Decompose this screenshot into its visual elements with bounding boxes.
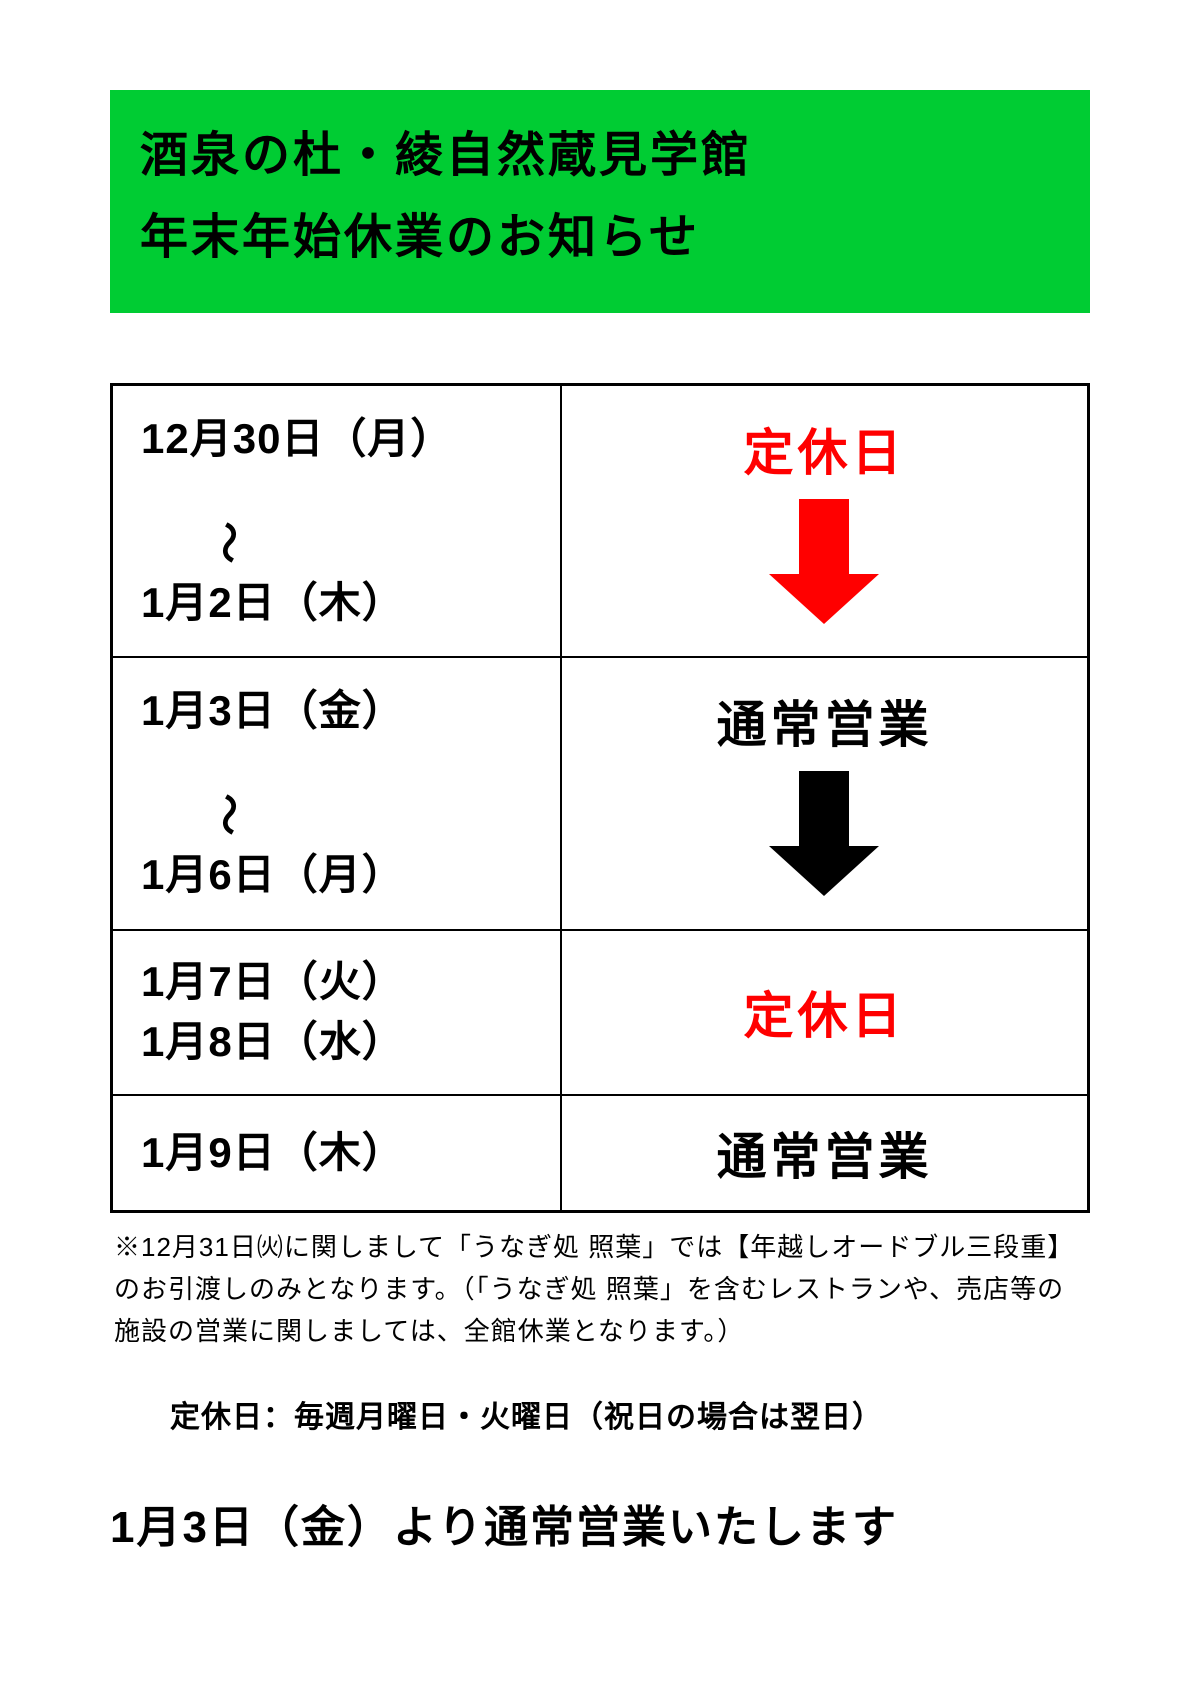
date-cell-3: 1月7日（火） 1月8日（水） [112,930,561,1095]
status-cell-4: 通常営業 [561,1095,1089,1212]
range-mark-1: 〜 [201,521,262,561]
schedule-row-1: 12月30日（月） 〜 1月2日（木） 定休日 [112,385,1089,658]
schedule-row-2: 1月3日（金） 〜 1月6日（月） 通常営業 [112,657,1089,929]
header-line-2: 年末年始休業のお知らせ [140,197,1060,279]
date-start-4: 1月9日（木） [141,1126,560,1181]
date-end-1: 1月2日（木） [141,576,560,631]
status-cell-2: 通常営業 [561,657,1089,929]
status-cell-1: 定休日 [561,385,1089,658]
date-start-2: 1月3日（金） [141,684,560,739]
status-label-3: 定休日 [562,976,1087,1048]
date-cell-2: 1月3日（金） 〜 1月6日（月） [112,657,561,929]
date-start-1: 12月30日（月） [141,412,560,467]
date-start-3: 1月7日（火） [141,955,560,1010]
schedule-row-3: 1月7日（火） 1月8日（水） 定休日 [112,930,1089,1095]
date-cell-1: 12月30日（月） 〜 1月2日（木） [112,385,561,658]
range-mark-2: 〜 [201,793,262,833]
down-arrow-icon [769,499,879,624]
date-cell-4: 1月9日（木） [112,1095,561,1212]
note-text: ※12月31日㈫に関しまして「うなぎ処 照葉」では【年越しオードブル三段重】のお… [110,1227,1090,1352]
regular-holiday-text: 定休日：毎週月曜日・火曜日（祝日の場合は翌日） [110,1392,1090,1436]
status-label-1: 定休日 [743,413,905,485]
date-end-2: 1月6日（月） [141,848,560,903]
status-label-2: 通常営業 [716,685,932,757]
schedule-row-4: 1月9日（木） 通常営業 [112,1095,1089,1212]
reopen-notice-text: 1月3日（金）より通常営業いたします [110,1491,1090,1555]
status-cell-3: 定休日 [561,930,1089,1095]
down-arrow-icon [769,771,879,896]
date-end-3: 1月8日（水） [141,1015,560,1070]
header-line-1: 酒泉の杜・綾自然蔵見学館 [140,115,1060,197]
header-box: 酒泉の杜・綾自然蔵見学館 年末年始休業のお知らせ [110,90,1090,313]
status-label-4: 通常営業 [562,1117,1087,1189]
schedule-table: 12月30日（月） 〜 1月2日（木） 定休日 1月3日（金） 〜 1月6日（月… [110,383,1090,1213]
